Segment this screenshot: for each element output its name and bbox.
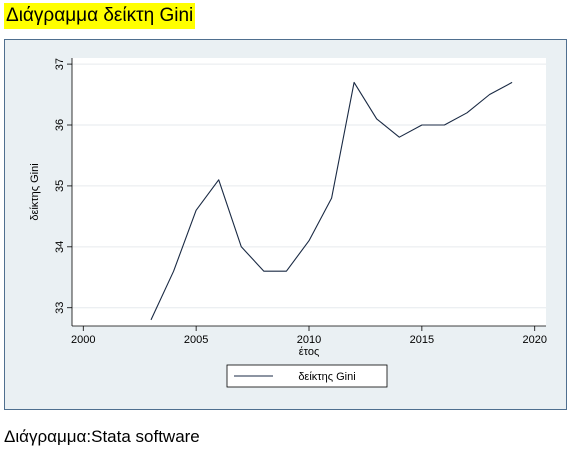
x-tick-label: 2010 — [297, 334, 321, 346]
figure-caption: Διάγραμμα:Stata software — [4, 427, 200, 446]
x-tick-label: 2015 — [410, 334, 434, 346]
series-line-gini — [150, 81, 513, 321]
legend: δείκτης Gini — [226, 364, 388, 388]
legend-label: δείκτης Gini — [298, 371, 355, 383]
series-layer — [150, 81, 513, 321]
axes: 33 34 35 36 37 2000 2005 2010 2015 2020 — [54, 58, 547, 346]
y-tick-label: 33 — [54, 302, 66, 314]
y-tick-label: 36 — [54, 119, 66, 131]
x-tick-label: 2005 — [184, 334, 208, 346]
x-tick-label: 2020 — [522, 334, 546, 346]
y-tick-label: 34 — [54, 241, 66, 253]
y-axis-title: δείκτης Gini — [29, 163, 41, 220]
legend-box — [226, 364, 388, 388]
y-tick-label: 37 — [54, 58, 66, 70]
gini-line-chart: 33 34 35 36 37 2000 2005 2010 2015 2020 έτος δείκ… — [5, 40, 566, 409]
x-axis-title: έτος — [299, 346, 320, 358]
y-tick-label: 35 — [54, 180, 66, 192]
x-tick-label: 2000 — [71, 334, 95, 346]
gridlines — [72, 63, 546, 309]
plot-area — [72, 58, 546, 326]
page-title: Διάγραμμα δείκτη Gini — [4, 3, 196, 29]
chart-figure: 33 34 35 36 37 2000 2005 2010 2015 2020 έτος δείκ… — [4, 39, 567, 410]
